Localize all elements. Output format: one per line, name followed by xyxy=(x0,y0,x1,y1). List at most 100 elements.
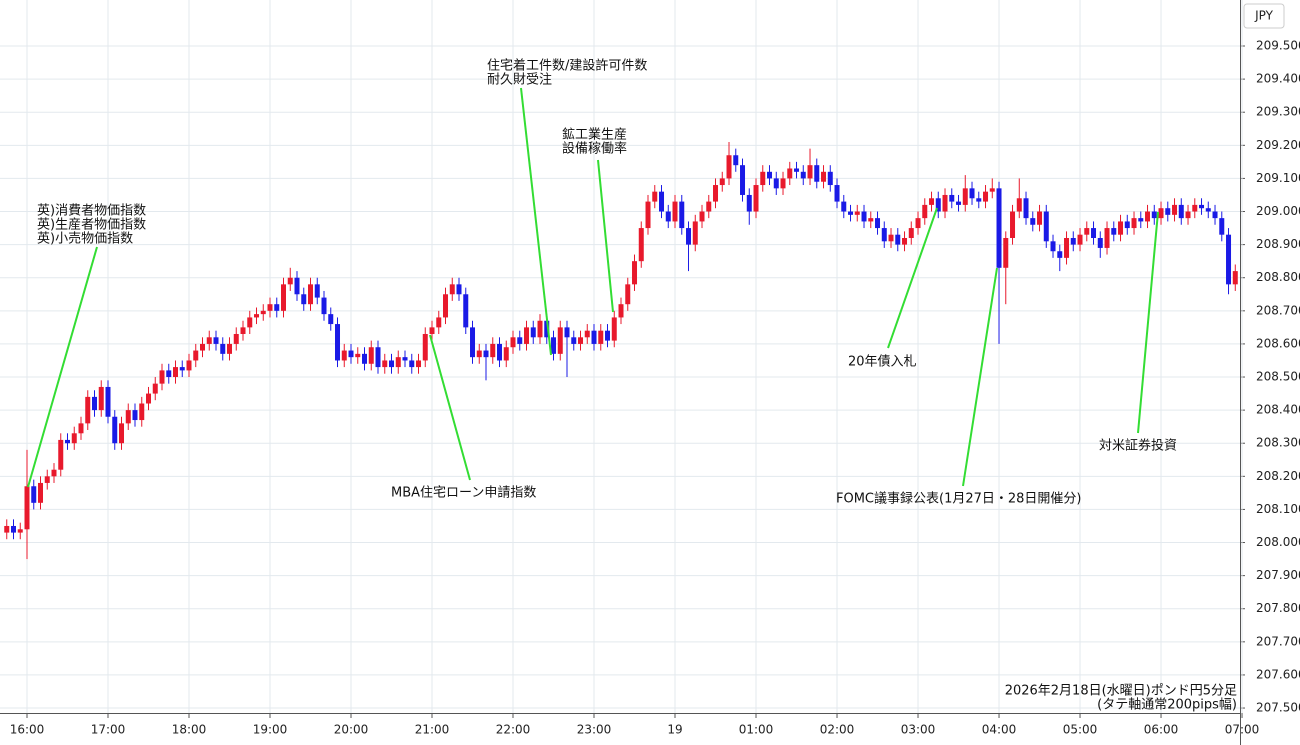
candle-body xyxy=(71,433,77,444)
candle-body xyxy=(227,343,233,354)
leader-line xyxy=(962,267,998,487)
candle-body xyxy=(92,396,98,411)
candle-body xyxy=(476,350,482,358)
y-tick-label: 208.400 xyxy=(1256,403,1300,417)
candle-body xyxy=(483,350,489,358)
candle-body xyxy=(578,337,584,344)
y-tick-label: 207.500 xyxy=(1256,701,1300,715)
candle-body xyxy=(362,353,368,364)
candle-body xyxy=(780,178,786,189)
candle-body xyxy=(1145,211,1151,222)
candle-body xyxy=(544,320,550,338)
candle-body xyxy=(571,337,577,344)
y-tick-label: 208.800 xyxy=(1256,270,1300,284)
candle-body xyxy=(152,383,158,394)
candle-body xyxy=(1037,211,1043,225)
candle-body xyxy=(1050,241,1056,252)
candle-body xyxy=(254,314,260,318)
candle-body xyxy=(166,370,172,378)
annotation: 住宅着工件数/建設許可件数 xyxy=(487,58,647,74)
candle-body xyxy=(902,237,908,245)
leader-line xyxy=(520,87,552,356)
x-tick-label: 16:00 xyxy=(10,723,45,737)
candle-body xyxy=(800,171,806,179)
candle-body xyxy=(260,310,266,315)
candle-body xyxy=(17,529,23,533)
candle-body xyxy=(58,439,64,470)
candle-body xyxy=(962,188,968,205)
candle-body xyxy=(1084,228,1090,235)
candle-body xyxy=(1023,198,1029,219)
candle-body xyxy=(463,294,469,328)
x-tick-label: 03:00 xyxy=(901,723,936,737)
candle-body xyxy=(436,317,442,328)
candle-body xyxy=(409,360,415,368)
candle-body xyxy=(375,347,381,368)
annotation-lines xyxy=(27,87,1159,488)
candle-body xyxy=(456,284,462,295)
candle-body xyxy=(1151,211,1157,219)
candle-body xyxy=(652,191,658,202)
candle-body xyxy=(1070,237,1076,245)
x-tick-label: 19 xyxy=(667,723,682,737)
candle-body xyxy=(605,330,611,341)
candle-body xyxy=(105,386,111,417)
x-tick-label: 18:00 xyxy=(172,723,207,737)
candle-body xyxy=(139,403,145,421)
candle-body xyxy=(875,218,881,229)
candle-body xyxy=(125,410,131,424)
candle-body xyxy=(173,367,179,378)
candle-body xyxy=(1205,208,1211,212)
y-tick-label: 209.400 xyxy=(1256,72,1300,86)
candle-body xyxy=(24,486,30,530)
candle-body xyxy=(706,201,712,212)
annotation: 対米証券投資 xyxy=(1099,438,1177,454)
candle-body xyxy=(659,191,665,212)
candle-body xyxy=(1111,228,1117,235)
y-tick-label: 209.300 xyxy=(1256,105,1300,119)
x-tick-label: 04:00 xyxy=(982,723,1017,737)
candle-body xyxy=(773,178,779,189)
candle-body xyxy=(719,178,725,186)
leader-line xyxy=(597,159,614,313)
candle-body xyxy=(1185,211,1191,219)
candle-body xyxy=(551,337,557,354)
x-tick-label: 21:00 xyxy=(415,723,450,737)
candle-body xyxy=(1064,237,1070,258)
candle-body xyxy=(335,324,341,361)
candle-body xyxy=(908,228,914,238)
candle-body xyxy=(672,201,678,222)
footnote: (タテ軸通常200pips幅) xyxy=(1097,698,1237,713)
candle-body xyxy=(598,330,604,344)
y-tick-label: 209.200 xyxy=(1256,138,1300,152)
y-tick-label: 209.000 xyxy=(1256,204,1300,218)
candle-body xyxy=(422,333,428,361)
leader-line xyxy=(429,334,471,481)
candle-body xyxy=(524,327,530,344)
candle-body xyxy=(915,218,921,229)
candle-body xyxy=(1138,218,1144,222)
candle-body xyxy=(740,165,746,195)
x-tick-label: 07:00 xyxy=(1225,723,1260,737)
y-tick-label: 208.600 xyxy=(1256,336,1300,350)
candle-body xyxy=(402,357,408,361)
candle-body xyxy=(821,171,827,182)
candle-body xyxy=(949,194,955,202)
candle-body xyxy=(1199,204,1205,209)
candle-body xyxy=(922,204,928,219)
candle-body xyxy=(395,357,401,368)
candle-body xyxy=(233,333,239,344)
candle-body xyxy=(267,304,273,311)
candle-body xyxy=(848,211,854,215)
candle-body xyxy=(1172,204,1178,215)
candle-body xyxy=(611,317,617,341)
candle-body xyxy=(38,482,44,503)
candle-body xyxy=(308,284,314,305)
annotation: 英)小売物価指数 xyxy=(37,231,133,247)
y-tick-label: 207.900 xyxy=(1256,568,1300,582)
leader-line xyxy=(1137,211,1159,434)
candle-body xyxy=(65,439,71,444)
x-tick-label: 06:00 xyxy=(1144,723,1179,737)
candle-body xyxy=(449,284,455,295)
candle-body xyxy=(1043,211,1049,242)
